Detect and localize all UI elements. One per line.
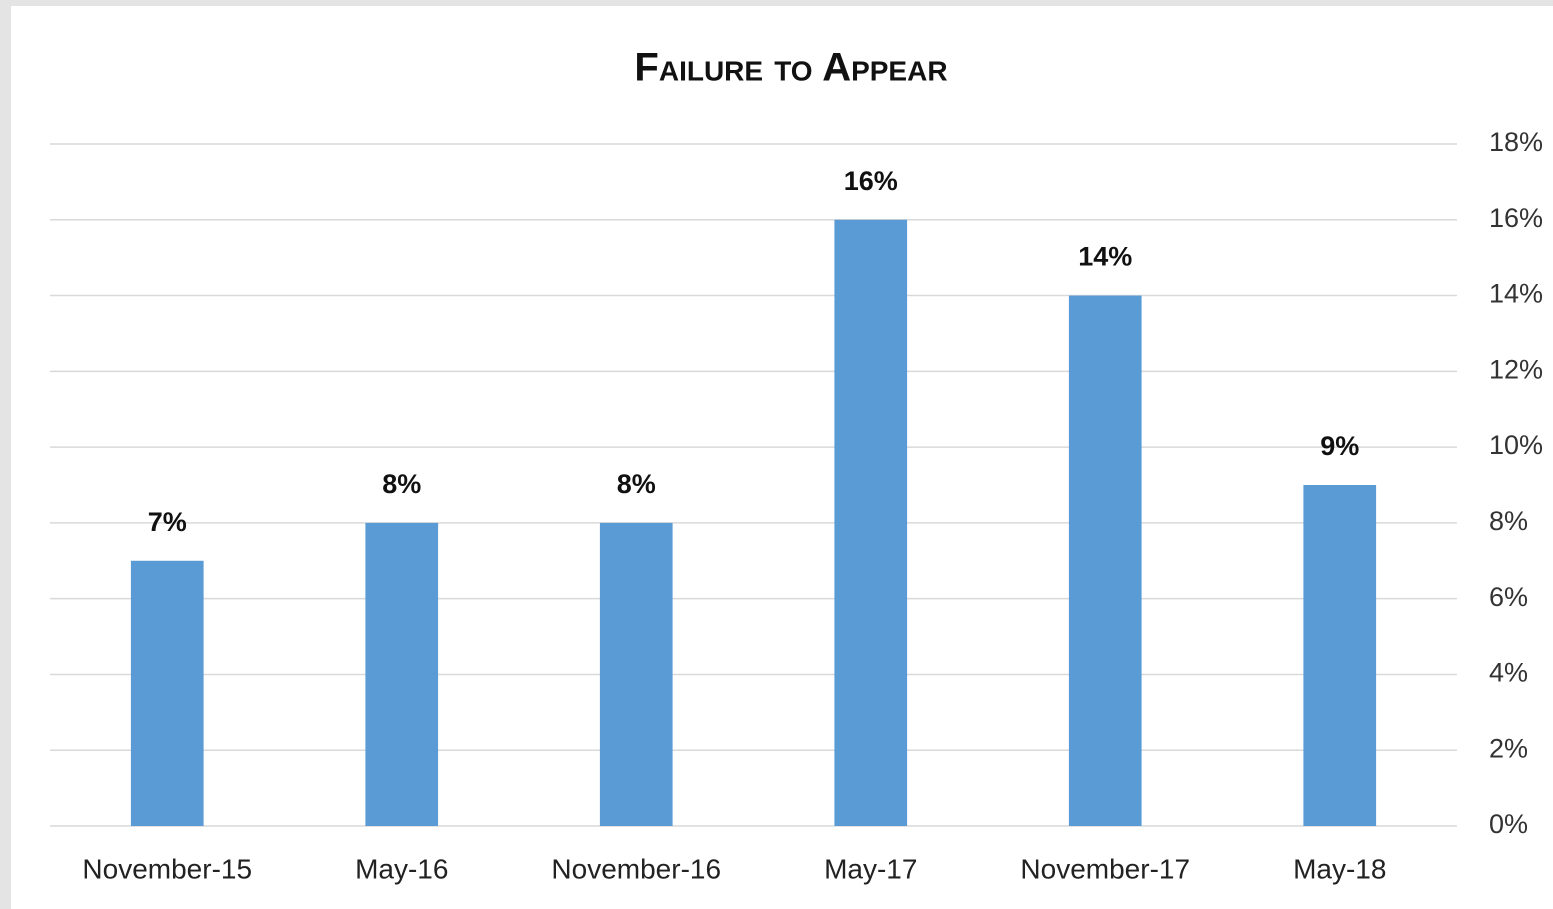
value-label: 8% bbox=[382, 469, 421, 499]
bar bbox=[365, 522, 439, 826]
y-tick-label: 10% bbox=[1489, 430, 1543, 460]
bar bbox=[834, 219, 908, 826]
y-tick-label: 4% bbox=[1489, 658, 1528, 688]
value-label: 8% bbox=[617, 469, 656, 499]
y-tick-label: 16% bbox=[1489, 203, 1543, 233]
y-tick-label: 6% bbox=[1489, 582, 1528, 612]
x-tick-label: May-18 bbox=[1293, 853, 1386, 884]
value-label: 7% bbox=[148, 507, 187, 537]
chart-area bbox=[11, 6, 1553, 909]
value-label: 16% bbox=[844, 166, 898, 196]
bar bbox=[130, 560, 204, 826]
y-tick-label: 2% bbox=[1489, 733, 1528, 763]
value-label: 14% bbox=[1078, 242, 1132, 272]
x-tick-label: May-17 bbox=[824, 853, 917, 884]
x-tick-label: November-15 bbox=[82, 853, 252, 884]
x-tick-label: November-16 bbox=[551, 853, 721, 884]
bar bbox=[1068, 295, 1142, 826]
y-tick-label: 14% bbox=[1489, 279, 1543, 309]
y-tick-label: 8% bbox=[1489, 506, 1528, 536]
y-tick-label: 12% bbox=[1489, 354, 1543, 384]
bar bbox=[1303, 485, 1377, 826]
bar bbox=[599, 522, 673, 826]
y-tick-label: 18% bbox=[1489, 127, 1543, 157]
x-tick-label: May-16 bbox=[355, 853, 448, 884]
x-tick-label: November-17 bbox=[1020, 853, 1190, 884]
value-label: 9% bbox=[1320, 431, 1359, 461]
chart-title: Failure to Appear bbox=[634, 46, 947, 90]
y-tick-label: 0% bbox=[1489, 809, 1528, 839]
